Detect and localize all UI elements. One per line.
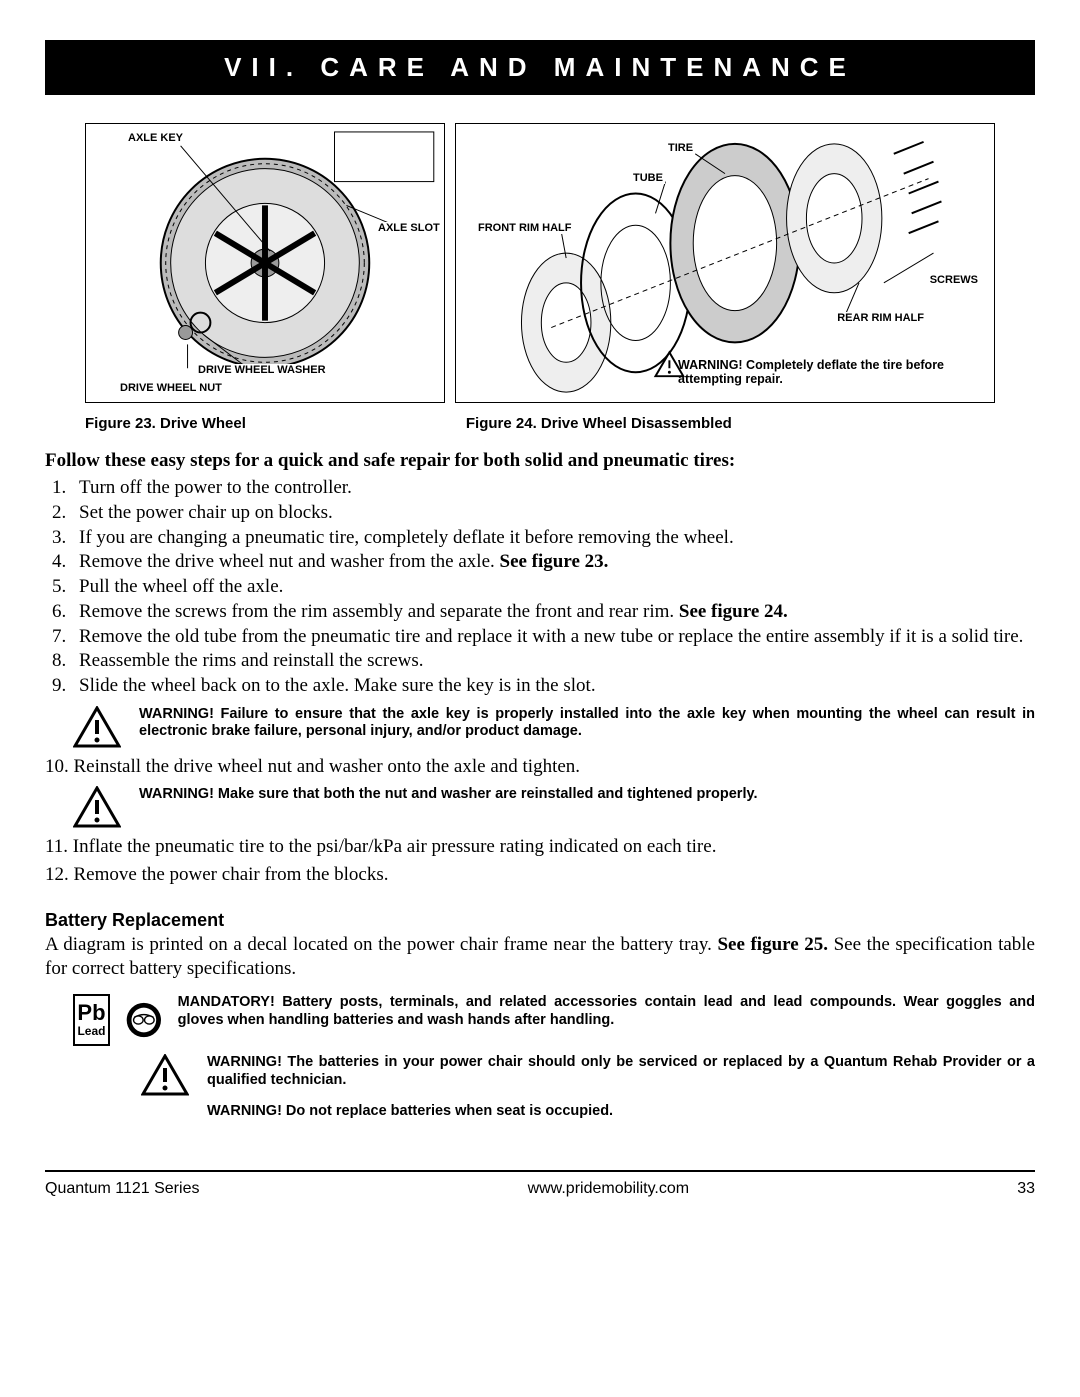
step-10: 10. Reinstall the drive wheel nut and wa… (45, 756, 1035, 778)
warning-4-text: WARNING! Do not replace batteries when s… (207, 1103, 1035, 1120)
warning-2-row: WARNING! Make sure that both the nut and… (73, 786, 1035, 828)
step-12: 12. Remove the power chair from the bloc… (45, 864, 1035, 886)
battery-replacement-heading: Battery Replacement (45, 910, 1035, 931)
step-7: Remove the old tube from the pneumatic t… (71, 625, 1035, 649)
see-fig-24: See figure 24. (679, 601, 788, 622)
page-footer: Quantum 1121 Series www.pridemobility.co… (45, 1180, 1035, 1198)
step-12-text: Remove the power chair from the blocks. (74, 864, 389, 885)
label-tube: TUBE (631, 172, 665, 184)
intro-heading: Follow these easy steps for a quick and … (45, 450, 1035, 472)
fig23-caption: Figure 23. Drive Wheel (85, 415, 246, 432)
figures-row: AXLE KEY AXLE SLOT DRIVE WHEEL WASHER DR… (85, 123, 995, 403)
step-4: Remove the drive wheel nut and washer fr… (71, 550, 1035, 574)
warning-3-text: WARNING! The batteries in your power cha… (207, 1054, 1035, 1089)
section-title: VII. CARE AND MAINTENANCE (45, 40, 1035, 95)
label-screws: SCREWS (928, 274, 980, 286)
footer-left: Quantum 1121 Series (45, 1180, 199, 1198)
lead-pb-icon: Pb Lead (73, 994, 110, 1046)
footer-rule (45, 1170, 1035, 1172)
warning-icon (141, 1054, 189, 1096)
step-5: Pull the wheel off the axle. (71, 575, 1035, 599)
label-front-rim: FRONT RIM HALF (476, 222, 573, 234)
warning-icon (73, 786, 121, 828)
see-fig-25: See figure 25. (717, 934, 828, 955)
battery-replacement-body: A diagram is printed on a decal located … (45, 933, 1035, 981)
warning-3-row: WARNING! The batteries in your power cha… (141, 1054, 1035, 1120)
battery-body-1: A diagram is printed on a decal located … (45, 934, 717, 955)
goggles-icon (126, 994, 162, 1046)
step-10-text: Reinstall the drive wheel nut and washer… (74, 756, 581, 777)
step-3: If you are changing a pneumatic tire, co… (71, 526, 1035, 550)
warning-2-text: WARNING! Make sure that both the nut and… (139, 786, 758, 803)
footer-right: 33 (1017, 1180, 1035, 1198)
label-axle-slot: AXLE SLOT (376, 222, 442, 234)
step-11: 11. Inflate the pneumatic tire to the ps… (45, 836, 1035, 858)
label-washer: DRIVE WHEEL WASHER (196, 364, 328, 376)
fig24-caption: Figure 24. Drive Wheel Disassembled (466, 415, 732, 432)
label-tire: TIRE (666, 142, 695, 154)
warning-1-row: WARNING! Failure to ensure that the axle… (73, 706, 1035, 748)
step-11-text: Inflate the pneumatic tire to the psi/ba… (73, 836, 717, 857)
warning-icon (73, 706, 121, 748)
label-rear-rim: REAR RIM HALF (835, 312, 926, 324)
see-fig-23: See figure 23. (500, 551, 609, 572)
step-2: Set the power chair up on blocks. (71, 501, 1035, 525)
label-nut: DRIVE WHEEL NUT (118, 382, 224, 394)
drive-wheel-diagram (86, 124, 444, 402)
footer-center: www.pridemobility.com (528, 1180, 690, 1198)
warning-1-text: WARNING! Failure to ensure that the axle… (139, 706, 1035, 741)
step-9: Slide the wheel back on to the axle. Mak… (71, 674, 1035, 698)
mandatory-row: Pb Lead MANDATORY! Battery posts, termin… (73, 994, 1035, 1046)
pb-symbol: Pb (77, 1002, 105, 1024)
step-6-text: Remove the screws from the rim assembly … (79, 601, 679, 622)
step-6: Remove the screws from the rim assembly … (71, 600, 1035, 624)
step-4-text: Remove the drive wheel nut and washer fr… (79, 551, 500, 572)
steps-list-1: Turn off the power to the controller. Se… (71, 476, 1035, 698)
mandatory-text: MANDATORY! Battery posts, terminals, and… (178, 994, 1035, 1029)
figure-captions: Figure 23. Drive Wheel Figure 24. Drive … (85, 415, 995, 432)
figure-24-box: TIRE TUBE FRONT RIM HALF SCREWS REAR RIM… (455, 123, 995, 403)
pb-label: Lead (77, 1024, 105, 1038)
step-1: Turn off the power to the controller. (71, 476, 1035, 500)
step-8: Reassemble the rims and reinstall the sc… (71, 649, 1035, 673)
figure-23-box: AXLE KEY AXLE SLOT DRIVE WHEEL WASHER DR… (85, 123, 445, 403)
fig24-warning: WARNING! Completely deflate the tire bef… (678, 358, 984, 386)
label-axle-key: AXLE KEY (126, 132, 185, 144)
